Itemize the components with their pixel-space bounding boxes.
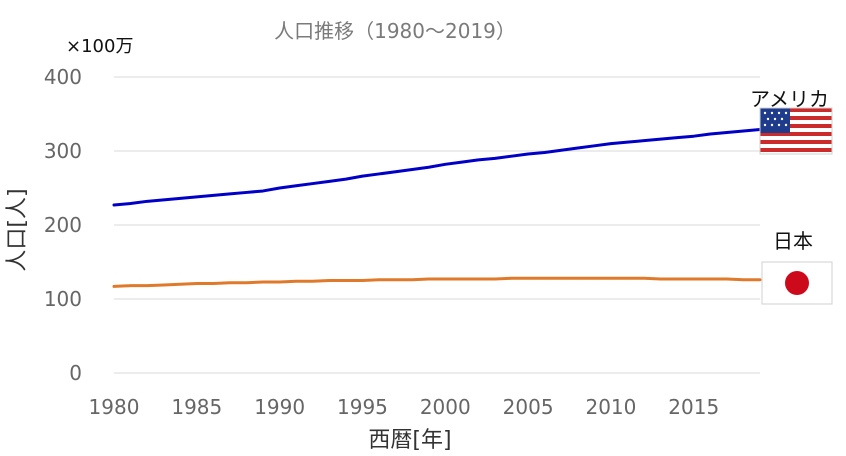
usa-series-line [112, 128, 762, 207]
x-tick-label-1990: 1990 [254, 395, 305, 419]
unit-label: ×100万 [66, 36, 133, 57]
usa-label: アメリカ [750, 87, 829, 111]
y-tick-label-0: 0 [69, 361, 82, 385]
x-tick-label-1980: 1980 [89, 395, 140, 419]
japan-flag-icon [761, 261, 833, 305]
x-tick-labels: 1980 1985 1990 1995 2000 2005 2010 2015 [89, 395, 720, 419]
x-tick-label-2015: 2015 [668, 395, 719, 419]
series-layer [112, 128, 762, 288]
chart-title: 人口推移（1980～2019） [274, 19, 516, 43]
x-tick-label-1995: 1995 [337, 395, 388, 419]
x-tick-label-2000: 2000 [420, 395, 471, 419]
y-tick-labels: 0 100 200 300 400 [44, 65, 82, 385]
grid-layer [114, 76, 760, 374]
x-tick-label-2005: 2005 [503, 395, 554, 419]
y-axis-title: 人口[人] [5, 188, 30, 271]
japan-legend: 日本 [761, 229, 833, 305]
japan-series-line [112, 276, 762, 288]
x-tick-label-2010: 2010 [585, 395, 636, 419]
japan-label: 日本 [773, 229, 813, 253]
x-axis-title: 西暦[年] [368, 428, 451, 453]
y-tick-label-100: 100 [44, 287, 82, 311]
x-tick-label-1985: 1985 [171, 395, 222, 419]
y-tick-label-400: 400 [44, 65, 82, 89]
y-tick-label-300: 300 [44, 139, 82, 163]
y-tick-label-200: 200 [44, 213, 82, 237]
usa-legend: アメリカ [750, 87, 833, 155]
usa-flag-icon [759, 107, 833, 155]
